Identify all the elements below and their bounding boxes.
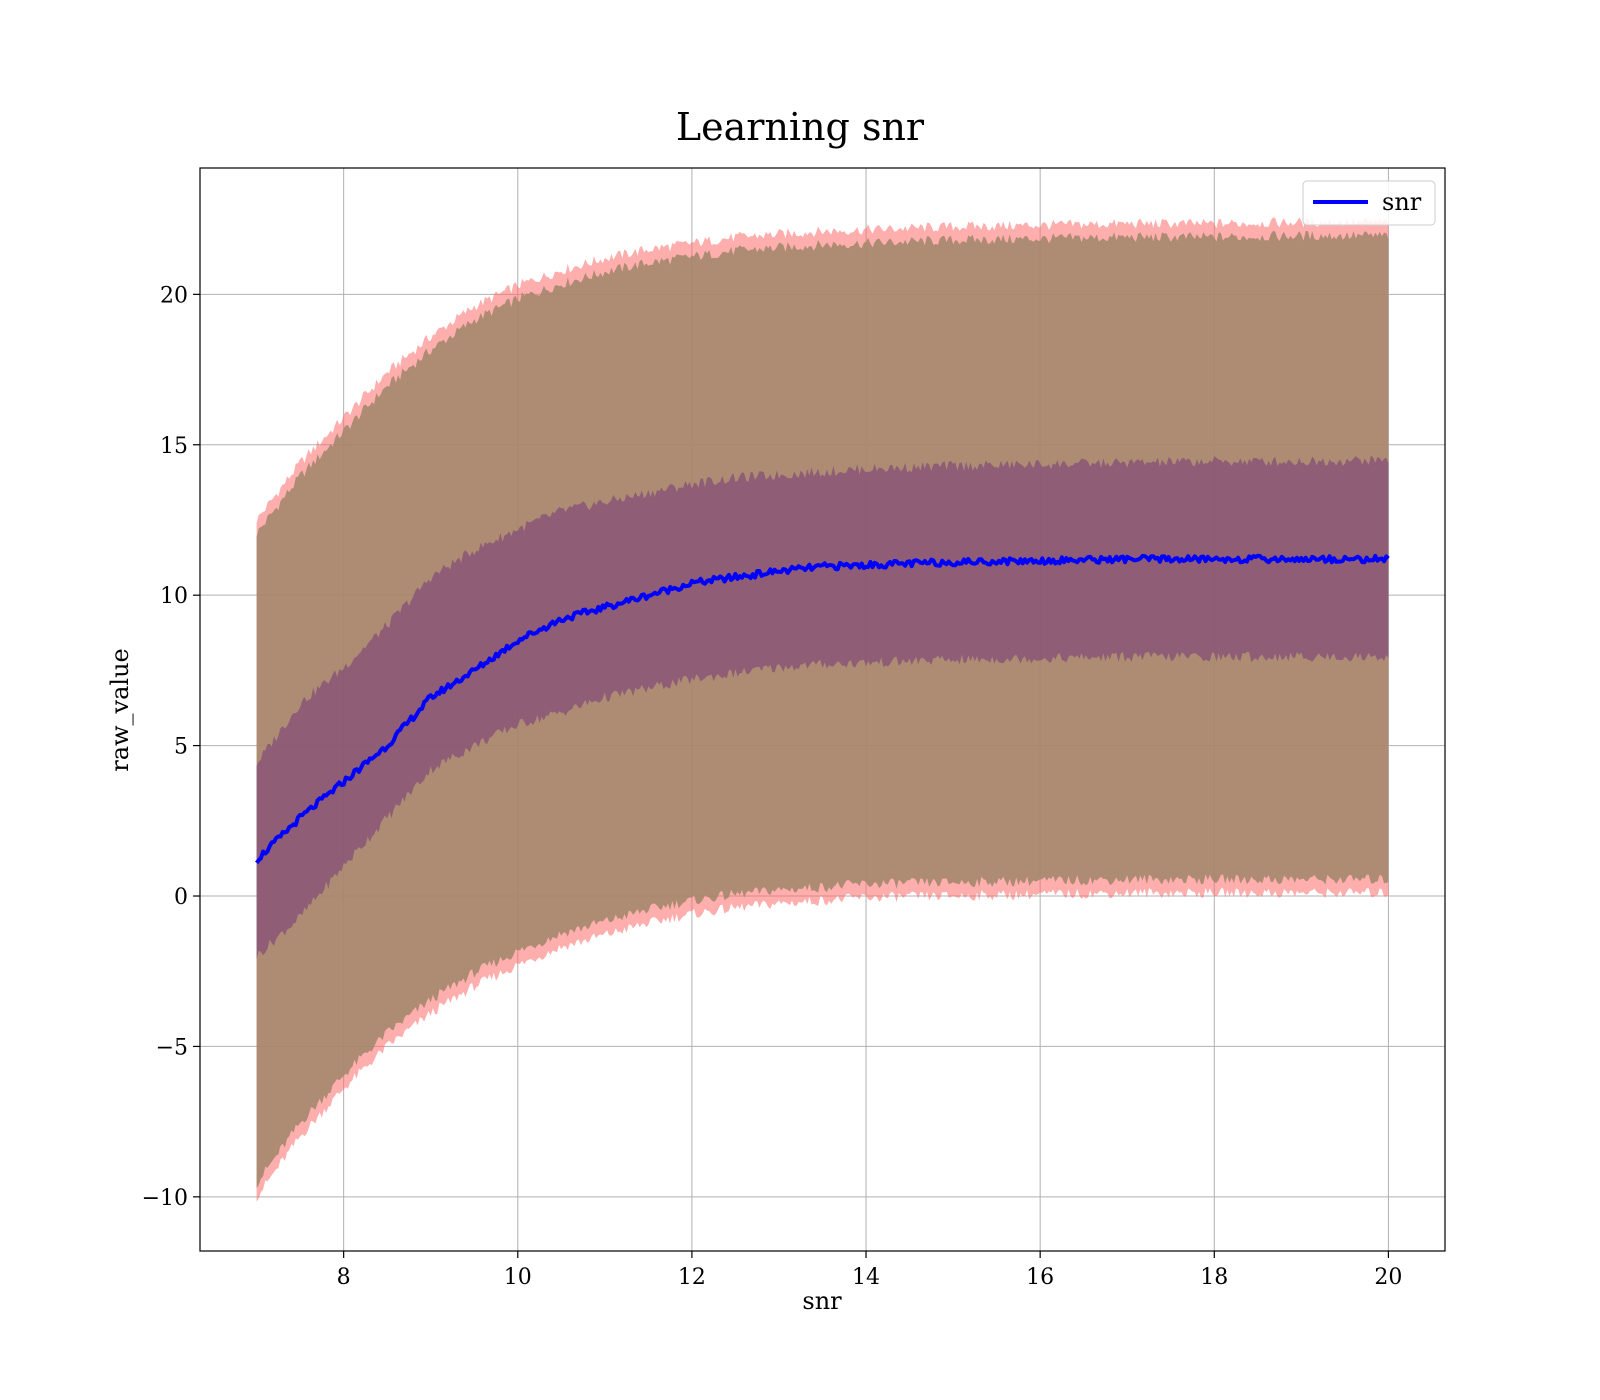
series-layer bbox=[255, 553, 1390, 865]
x-axis-label: snr bbox=[802, 1287, 842, 1315]
x-tick-label: 8 bbox=[337, 1265, 351, 1290]
bands bbox=[256, 217, 1389, 1202]
x-tick-label: 10 bbox=[504, 1265, 532, 1290]
inner-band bbox=[256, 455, 1389, 960]
ticks: 8 10 12 14 16 18 20 −10 −5 0 5 10 15 20 bbox=[142, 283, 1403, 1290]
x-tick-label: 16 bbox=[1026, 1265, 1054, 1290]
legend-label-snr: snr bbox=[1382, 188, 1422, 216]
x-tick-label: 12 bbox=[678, 1265, 706, 1290]
y-tick-label: 5 bbox=[174, 735, 188, 760]
y-tick-label: −10 bbox=[142, 1186, 188, 1211]
chart-title: Learning snr bbox=[676, 105, 925, 149]
y-axis-label: raw_value bbox=[106, 648, 134, 772]
y-tick-label: 10 bbox=[160, 584, 188, 609]
y-tick-label: 20 bbox=[160, 283, 188, 308]
plot-frame bbox=[199, 167, 1446, 1252]
legend: snr bbox=[1302, 180, 1436, 226]
series-line-snr bbox=[255, 553, 1390, 865]
legend-box bbox=[1302, 180, 1436, 226]
x-tick-label: 20 bbox=[1374, 1265, 1402, 1290]
y-tick-label: 0 bbox=[174, 885, 188, 910]
x-tick-label: 18 bbox=[1200, 1265, 1228, 1290]
x-tick-label: 14 bbox=[852, 1265, 880, 1290]
y-tick-label: −5 bbox=[156, 1035, 188, 1060]
y-tick-label: 15 bbox=[160, 434, 188, 459]
